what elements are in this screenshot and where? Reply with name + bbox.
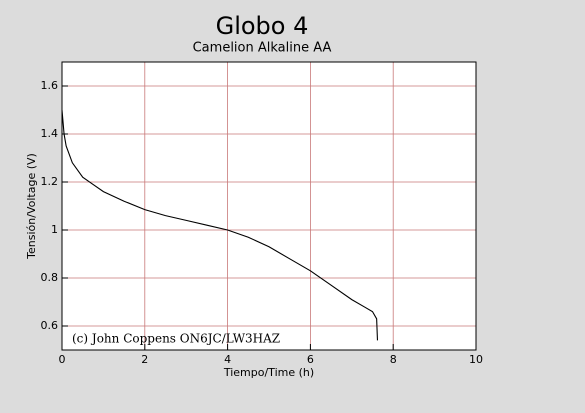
y-tick-label: 1 [51, 223, 58, 236]
y-axis-label: Tensión/Voltage (V) [25, 153, 38, 260]
x-tick-label: 10 [469, 353, 483, 366]
x-tick-label: 8 [390, 353, 397, 366]
x-tick-label: 4 [224, 353, 231, 366]
x-axis-label: Tiempo/Time (h) [223, 366, 314, 379]
x-tick-label: 6 [307, 353, 314, 366]
annotation: (c) John Coppens ON6JC/LW3HAZ [72, 332, 280, 346]
chart-subtitle: Camelion Alkaline AA [193, 41, 332, 56]
chart-title: Globo 4 [216, 12, 309, 40]
y-tick-label: 1.4 [41, 127, 59, 140]
y-tick-label: 1.2 [41, 175, 59, 188]
y-tick-label: 1.6 [41, 79, 59, 92]
y-tick-label: 0.6 [41, 319, 59, 332]
plot-frame [61, 61, 477, 351]
x-tick-label: 0 [59, 353, 66, 366]
plot-area [62, 62, 476, 350]
data-line [61, 109, 379, 341]
x-tick-label: 2 [141, 353, 148, 366]
y-tick-label: 0.8 [41, 271, 59, 284]
